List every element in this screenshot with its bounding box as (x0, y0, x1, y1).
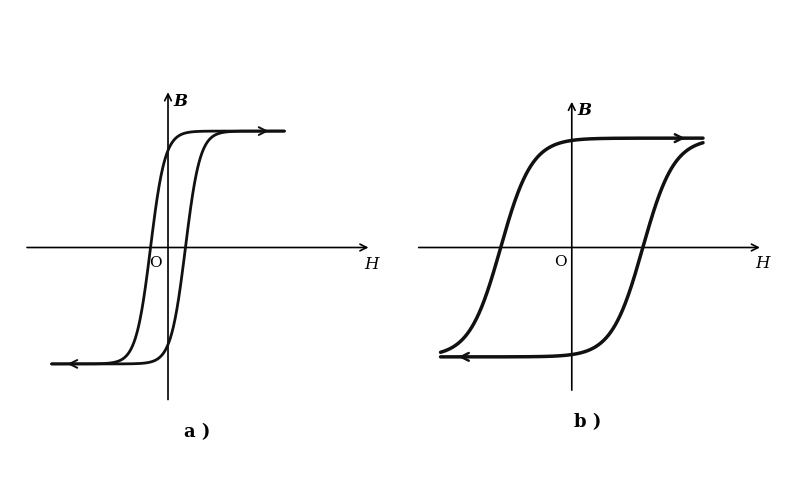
Text: B: B (578, 102, 591, 119)
Text: a ): a ) (184, 424, 210, 442)
Text: b ): b ) (574, 413, 602, 431)
Text: B: B (174, 93, 188, 110)
Text: H: H (364, 255, 378, 273)
Text: H: H (756, 255, 770, 272)
Text: O: O (554, 255, 567, 269)
Text: O: O (150, 255, 162, 270)
